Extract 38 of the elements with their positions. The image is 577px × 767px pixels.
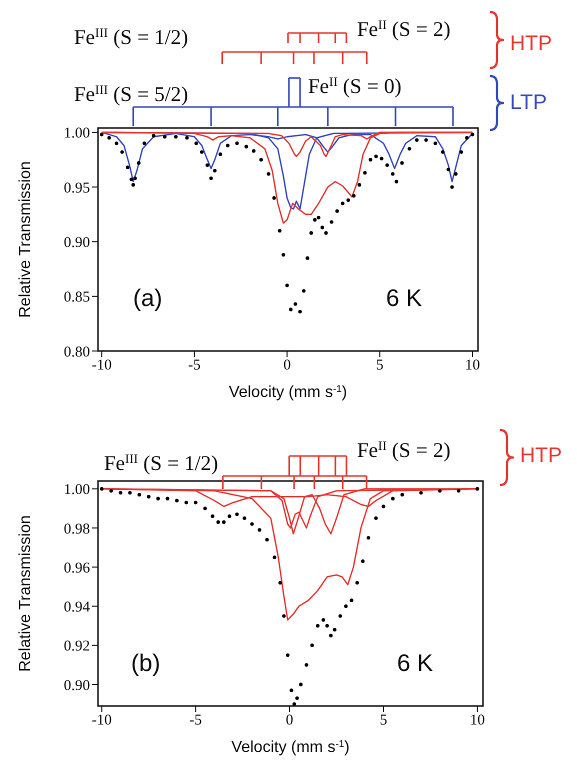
y-tick-label: 0.95	[64, 180, 90, 196]
y-tick-label: 0.85	[64, 290, 90, 306]
text: Fe$^{II}$ (S = 2)	[357, 16, 450, 41]
y-tick-label: 0.92	[64, 638, 90, 655]
y-tick-label: 1.00	[64, 126, 90, 142]
x-axis-title: Velocity (mm s$^{-1}$)	[228, 384, 348, 401]
x-tick-label: 0	[286, 712, 294, 729]
x-tick-label: 10	[464, 358, 480, 374]
x-tick-label: -5	[188, 358, 201, 374]
x-tick-label: 10	[470, 712, 485, 729]
y-tick-label: 0.80	[64, 344, 90, 360]
text: HTP	[510, 32, 552, 55]
x-tick-label: 0	[283, 358, 291, 374]
text: Fe$^{III}$ (S = 1/2)	[104, 450, 218, 475]
y-tick-label: 0.94	[64, 600, 90, 616]
annotation: (b)	[131, 650, 160, 677]
y-tick-label: 0.96	[64, 560, 90, 576]
annotation: 6 K	[386, 285, 422, 312]
x-axis-title: Velocity (mm s$^{-1}$)	[231, 738, 350, 756]
y-axis-title: Relative Transmission	[17, 515, 34, 672]
x-tick-label: -10	[92, 712, 112, 729]
x-tick-label: 5	[380, 712, 388, 729]
text: Fe$^{II}$ (S = 2)	[357, 438, 450, 462]
text: LTP	[510, 91, 547, 114]
y-tick-label: 0.90	[64, 235, 90, 252]
y-tick-label: 0.90	[64, 678, 90, 694]
annotation: (a)	[133, 285, 162, 312]
y-axis-title: Relative Transmission	[17, 161, 34, 318]
text: Fe$^{III}$ (S = 1/2)	[74, 24, 188, 49]
y-tick-label: 1.00	[64, 482, 90, 498]
annotation: 6 K	[397, 650, 434, 677]
text: Fe$^{II}$ (S = 0)	[308, 74, 402, 98]
text: HTP	[520, 444, 562, 467]
y-tick-label: 0.98	[64, 521, 90, 538]
x-tick-label: -10	[92, 358, 112, 374]
text: Fe$^{III}$ (S = 5/2)	[74, 82, 188, 106]
x-tick-label: -5	[189, 712, 202, 729]
x-tick-label: 5	[376, 358, 384, 374]
